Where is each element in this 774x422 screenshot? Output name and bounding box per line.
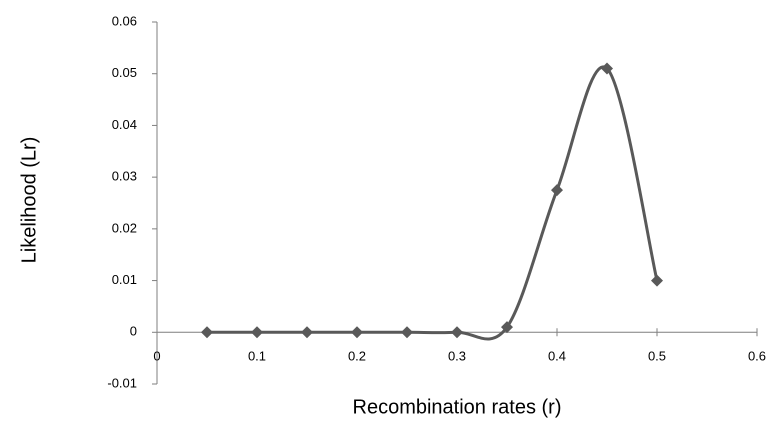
marker — [251, 326, 263, 339]
marker — [401, 326, 413, 339]
marker — [651, 274, 663, 287]
x-axis-title: Recombination rates (r) — [353, 396, 562, 418]
x-tick-label: 0.2 — [348, 349, 366, 364]
y-tick-label: 0.03 — [112, 169, 137, 184]
marker — [301, 326, 313, 339]
y-axis-title: Likelihood (Lr) — [18, 137, 40, 264]
x-tick-label: 0.3 — [448, 349, 466, 364]
y-tick-label: 0.05 — [112, 65, 137, 80]
marker — [551, 184, 563, 197]
x-tick-label: 0.1 — [248, 349, 266, 364]
y-tick-label: 0.06 — [112, 13, 137, 28]
y-tick-label: 0.01 — [112, 272, 137, 287]
y-tick-label: -0.01 — [107, 375, 137, 390]
marker — [201, 326, 213, 339]
y-tick-label: 0.02 — [112, 220, 137, 235]
y-tick-label: 0.04 — [112, 117, 137, 132]
marker — [601, 62, 613, 75]
marker — [351, 326, 363, 339]
y-tick-label: 0 — [130, 324, 137, 339]
x-tick-label: 0 — [153, 349, 160, 364]
x-tick-label: 0.6 — [748, 349, 766, 364]
marker — [451, 326, 463, 339]
x-tick-label: 0.5 — [648, 349, 666, 364]
marker — [501, 321, 513, 334]
line — [206, 65, 659, 341]
x-tick-label: 0.4 — [548, 349, 566, 364]
